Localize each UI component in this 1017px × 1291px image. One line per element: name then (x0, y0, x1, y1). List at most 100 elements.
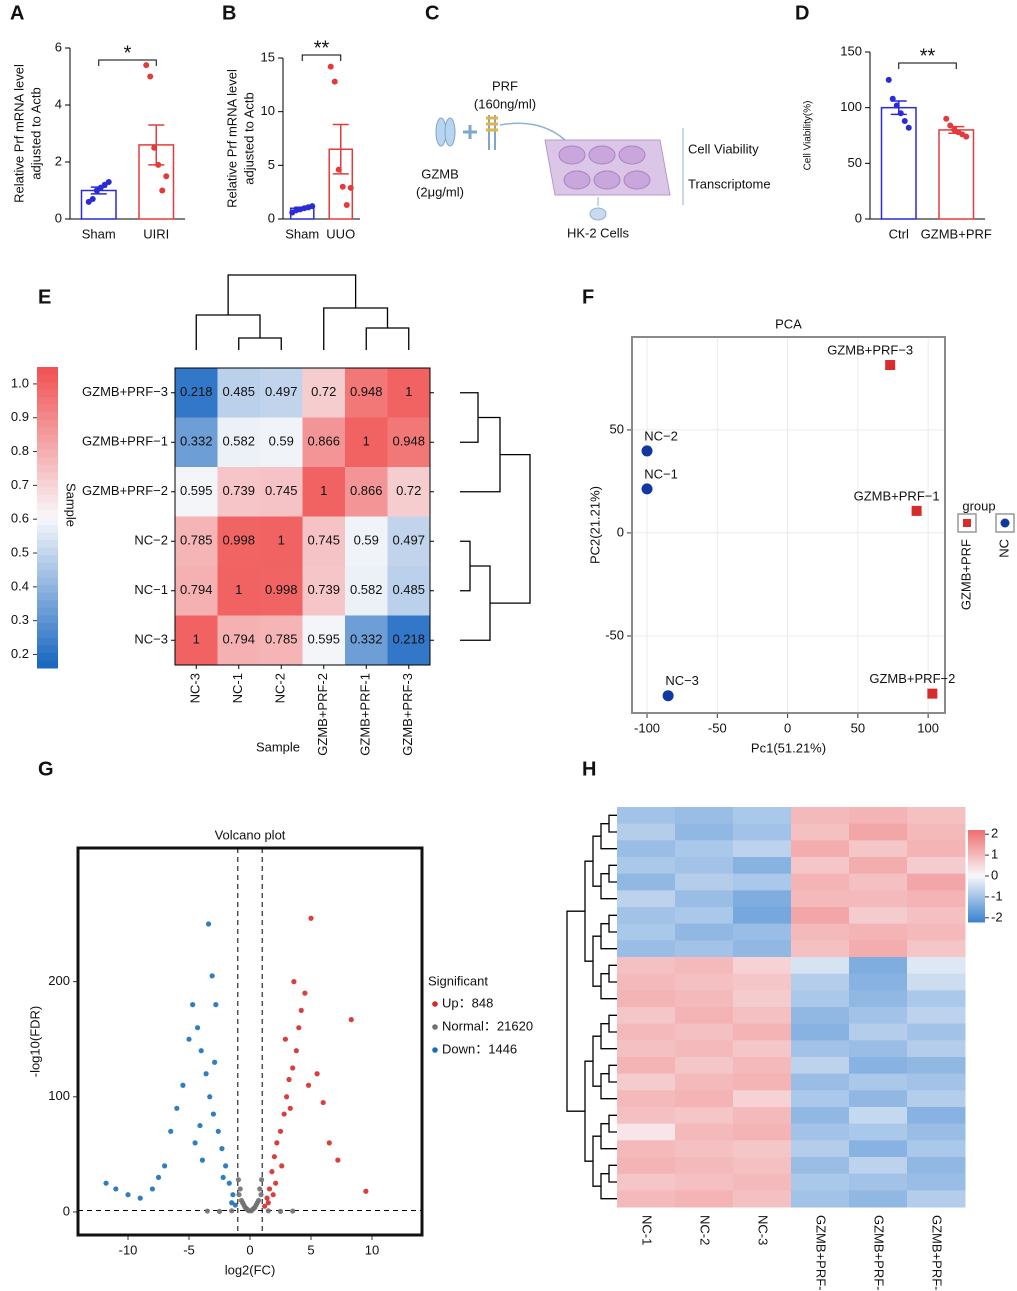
data-point (305, 1082, 312, 1088)
column-label: NC-1 (230, 673, 245, 703)
data-point (277, 1208, 284, 1214)
colorbar-step (37, 404, 58, 413)
y-tick-label: 10 (261, 103, 275, 118)
colorbar-label: 2 (991, 826, 998, 841)
chart-title: PCA (775, 316, 802, 331)
heatmap-cell (302, 615, 346, 666)
panel-label: E (38, 286, 51, 308)
heatmap-cell (217, 615, 261, 666)
heatmap-cell (849, 990, 908, 1008)
heatmap-cell (849, 823, 908, 841)
cell-value: 1 (235, 582, 242, 597)
heatmap-cell (849, 873, 908, 891)
data-point (163, 173, 170, 180)
data-point (302, 990, 308, 996)
colorbar-label: 0.2 (11, 646, 29, 661)
heatmap-cell (675, 973, 734, 991)
column-label: GZMB+PRF-3 (400, 673, 415, 756)
heatmap-cell (849, 940, 908, 958)
heatmap-cell (617, 1190, 676, 1208)
colorbar-step (968, 889, 985, 893)
heatmap-cell (733, 973, 792, 991)
heatmap-cell (675, 1123, 734, 1141)
data-point (186, 1036, 192, 1042)
y-axis-label: adjusted to Actb (241, 92, 256, 185)
colorbar-step (37, 547, 58, 556)
heatmap-cell (675, 923, 734, 941)
cell-value: 0.794 (180, 582, 213, 597)
heatmap-cell (791, 1090, 850, 1108)
heatmap-cell (907, 1190, 966, 1208)
heatmap-cell (849, 857, 908, 875)
data-point (199, 1157, 206, 1163)
heatmap-cell (175, 615, 218, 666)
colorbar-step (968, 871, 985, 875)
column-label: NC-2 (273, 673, 288, 703)
label: PRF (492, 78, 518, 93)
legend-marker (1000, 518, 1010, 528)
heatmap-cell (387, 615, 431, 666)
panel-label: H (582, 758, 596, 780)
x-tick-label: 50 (851, 720, 865, 735)
heatmap-cell (733, 1173, 792, 1191)
y-tick-label: 6 (55, 39, 62, 54)
label: (160ng/ml) (474, 96, 536, 111)
cell-value: 0.948 (392, 434, 425, 449)
heatmap-cell (675, 823, 734, 841)
label: Transcriptome (688, 176, 771, 191)
data-point (320, 1099, 326, 1106)
cell-value: 0.785 (180, 533, 213, 548)
heatmap-cell (907, 1023, 966, 1041)
colorbar-step (968, 864, 985, 868)
colorbar-step (968, 878, 985, 882)
heatmap-cell (733, 1073, 792, 1091)
heatmap-cell (217, 368, 261, 418)
heatmap-cell (907, 923, 966, 941)
colorbar-step (37, 389, 58, 398)
gzmb-icon (444, 117, 456, 147)
heatmap-cell (617, 973, 676, 991)
heatmap-cell (733, 1190, 792, 1208)
heatmap-cell (345, 467, 388, 517)
x-tick-label: UUO (326, 226, 355, 241)
data-point (230, 1192, 236, 1198)
heatmap-cell (175, 467, 218, 517)
column-label: GZMB+PRF-1 (358, 673, 373, 756)
colorbar-step (37, 645, 58, 654)
heatmap-cell (849, 1023, 908, 1041)
colorbar-step (968, 917, 985, 921)
significance-bracket (301, 54, 342, 61)
prf-icon (488, 115, 496, 150)
data-point (286, 1076, 292, 1083)
legend-marker (432, 1001, 438, 1007)
heatmap-cell (791, 823, 850, 841)
significance-bracket (98, 59, 157, 66)
colorbar-step (968, 876, 985, 879)
data-point (254, 1200, 260, 1206)
data-point (343, 202, 350, 209)
heatmap-cell (217, 516, 261, 567)
heatmap-cell (617, 890, 676, 908)
heatmap-cell (617, 1073, 676, 1091)
data-point (290, 1208, 296, 1214)
heatmap-cell (675, 890, 734, 908)
heatmap-cell (345, 368, 388, 418)
colorbar-step (37, 397, 58, 406)
x-tick-label: Sham (285, 226, 319, 241)
heatmap-cell (791, 1107, 850, 1125)
data-point (331, 78, 338, 85)
data-point (249, 1207, 256, 1213)
data-point (266, 1186, 273, 1192)
heatmap-cell (849, 907, 908, 925)
cell-value: 0.485 (222, 384, 255, 399)
heatmap-cell (260, 417, 303, 468)
heatmap-cell (907, 857, 966, 875)
dendrogram (227, 274, 357, 315)
y-tick-label: 100 (48, 1088, 70, 1103)
data-point (215, 1128, 221, 1134)
heatmap-cell (907, 990, 966, 1008)
legend-marker (963, 519, 971, 527)
data-point (223, 1163, 229, 1169)
data-point (339, 183, 346, 190)
cell-value: 0.72 (311, 384, 336, 399)
